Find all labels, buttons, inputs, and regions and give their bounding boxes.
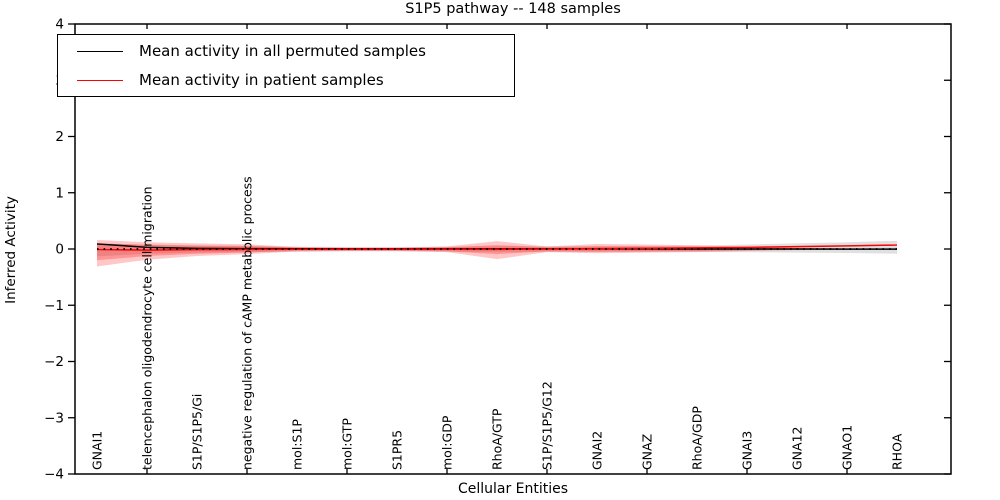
x-tick-label: RhoA/GDP: [690, 406, 705, 470]
x-tick-label: GNAI2: [590, 431, 605, 470]
x-tick-label: S1P/S1P5/Gi: [190, 394, 205, 470]
y-tick-label: −1: [44, 298, 64, 314]
x-tick-label: telencephalon oligodendrocyte cell migra…: [140, 186, 155, 470]
patient-band-outer: [97, 240, 897, 267]
x-tick-label: GNA12: [790, 427, 805, 471]
x-tick-label: GNAO1: [840, 425, 855, 470]
x-tick-label: mol:GDP: [440, 415, 455, 470]
legend-label-permuted: Mean activity in all permuted samples: [139, 41, 426, 60]
x-tick-label: mol:GTP: [340, 418, 355, 470]
legend-row-permuted: Mean activity in all permuted samples: [58, 37, 514, 66]
x-tick-label: mol:S1P: [290, 419, 305, 470]
y-tick-label: −3: [44, 410, 64, 426]
chart-title: S1P5 pathway -- 148 samples: [405, 1, 621, 17]
y-tick-label: −2: [44, 354, 64, 370]
x-axis-label: Cellular Entities: [457, 481, 569, 497]
legend: Mean activity in all permuted samples Me…: [57, 34, 515, 97]
legend-label-patient: Mean activity in patient samples: [139, 70, 384, 89]
y-tick-label: 1: [55, 185, 64, 201]
y-tick-label: 4: [55, 17, 64, 33]
x-tick-label: S1P/S1P5/G12: [540, 381, 555, 470]
x-tick-label: RhoA/GTP: [490, 408, 505, 470]
x-tick-label: S1PR5: [390, 430, 405, 470]
legend-line-patient-icon: [77, 79, 123, 81]
x-tick-label: negative regulation of cAMP metabolic pr…: [240, 176, 255, 470]
y-tick-label: 0: [55, 242, 64, 258]
y-tick-label: 2: [55, 129, 64, 145]
legend-row-patient: Mean activity in patient samples: [58, 66, 514, 95]
x-tick-label: GNAI1: [90, 431, 105, 470]
legend-line-permuted-icon: [77, 50, 123, 52]
x-tick-label: GNAI3: [740, 431, 755, 470]
x-tick-label: GNAZ: [640, 434, 655, 470]
x-tick-label: RHOA: [890, 433, 905, 470]
y-tick-label: −4: [44, 467, 64, 483]
